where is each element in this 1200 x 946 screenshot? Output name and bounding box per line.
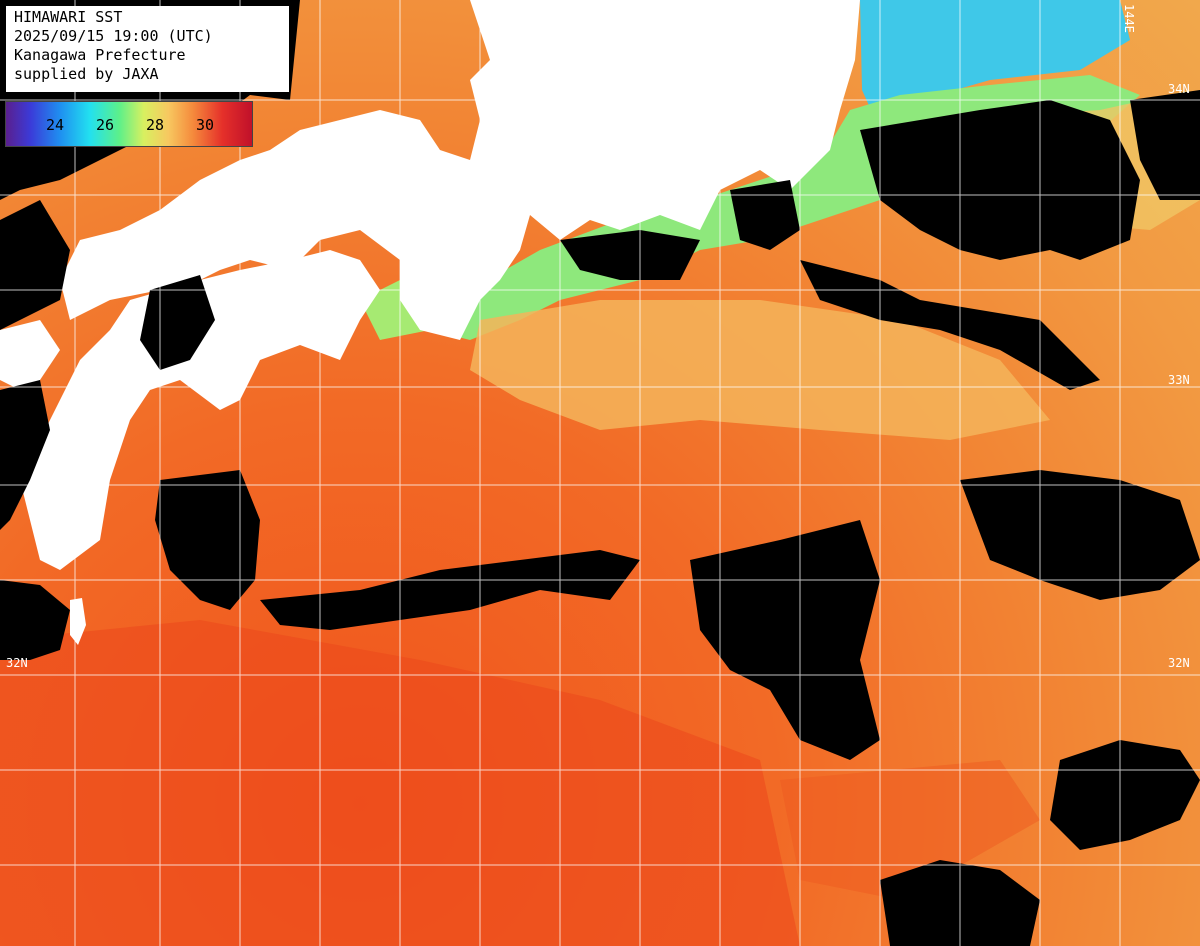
small-island-north <box>478 150 500 185</box>
grid-label-lat-33n: 33N <box>1168 373 1190 387</box>
honshu-landmass <box>60 0 860 340</box>
timestamp: 2025/09/15 19:00 (UTC) <box>14 27 213 45</box>
product-title: HIMAWARI SST <box>14 8 123 26</box>
cloud-central-band <box>260 550 640 630</box>
shikoku-landmass <box>20 250 380 570</box>
grid-label-lat-32n-right: 32N <box>1168 656 1190 670</box>
grid-label-lat-34n: 34N <box>1168 82 1190 96</box>
land-layer <box>0 0 860 645</box>
cloud-south-west <box>0 580 70 660</box>
warm-band-central <box>470 300 1050 440</box>
colorbar-tick-24: 24 <box>46 116 65 134</box>
temperature-colorbar: 24 26 28 30 <box>5 101 253 147</box>
small-island-northwest <box>40 520 68 560</box>
cloud-east-central <box>960 470 1200 600</box>
grid-label-lon-144e: 144E <box>1122 4 1136 33</box>
data-credit: supplied by JAXA <box>14 65 159 83</box>
cloud-north-east <box>860 100 1140 260</box>
colorbar-tick-28: 28 <box>146 116 165 134</box>
cloud-bay-central <box>730 180 800 250</box>
cloud-shikoku-east <box>140 275 215 370</box>
cloud-kyushu <box>0 380 50 530</box>
kyushu-island <box>0 320 60 390</box>
grid-label-lat-32n-left: 32N <box>6 656 28 670</box>
colorbar-tick-26: 26 <box>96 116 115 134</box>
colorbar-tick-30: 30 <box>196 116 215 134</box>
cloud-bay-east <box>560 230 700 280</box>
cloud-central-west <box>155 470 260 610</box>
small-island-south <box>70 598 86 645</box>
region-name: Kanagawa Prefecture <box>14 46 186 64</box>
cloud-east-south <box>1050 740 1200 850</box>
cloud-central-east <box>690 520 880 760</box>
info-box: HIMAWARI SST 2025/09/15 19:00 (UTC) Kana… <box>6 6 289 92</box>
cloud-east-band <box>800 260 1100 390</box>
cloud-west-coast <box>0 200 70 330</box>
cloud-east-upper-right <box>1130 90 1200 200</box>
